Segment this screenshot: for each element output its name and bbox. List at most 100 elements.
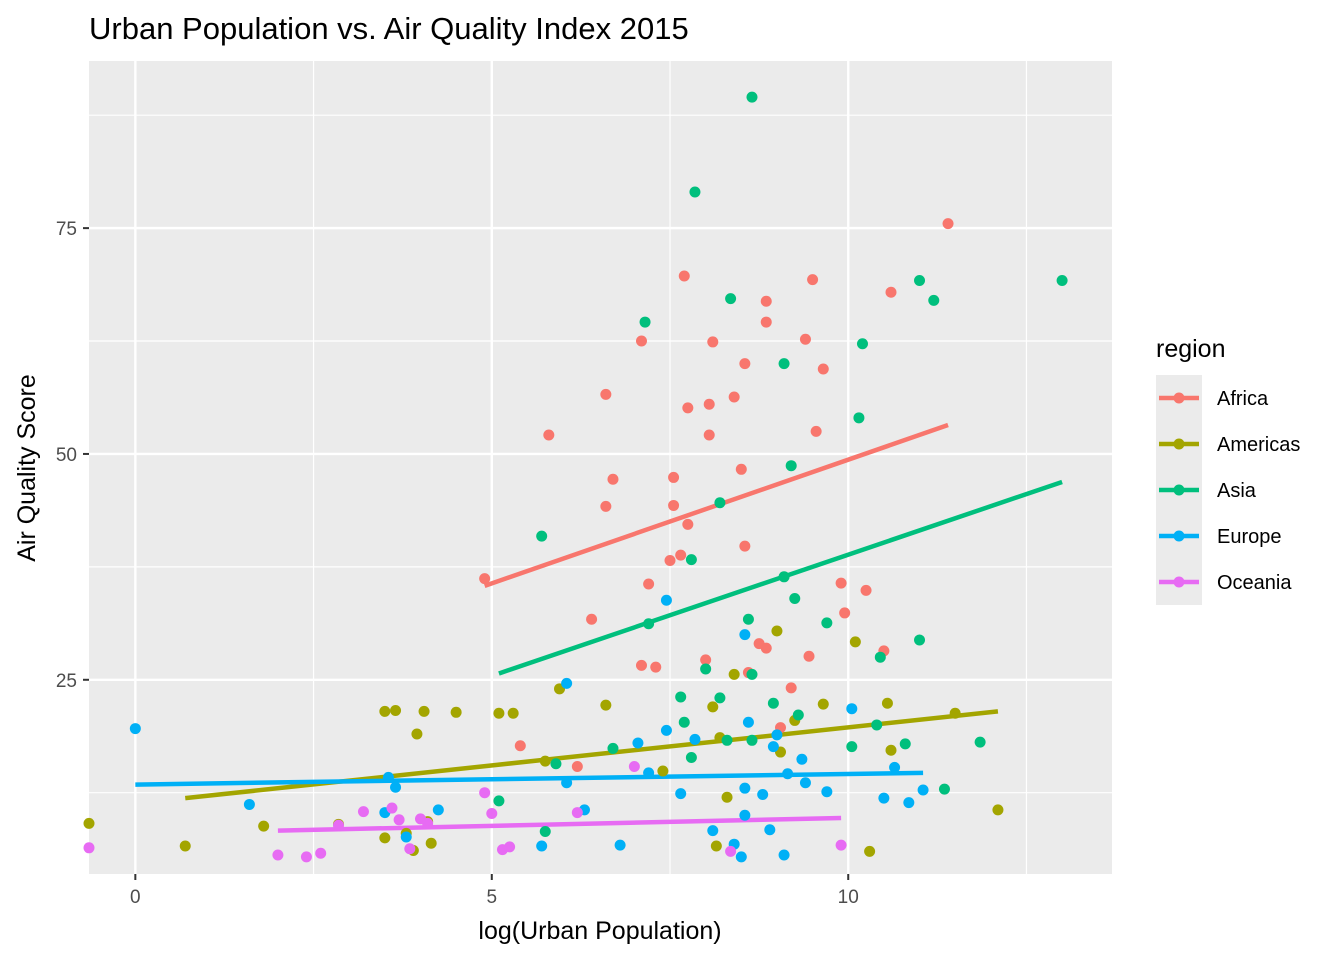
data-point-americas xyxy=(721,791,733,803)
major-gridlines xyxy=(89,61,1112,874)
data-point-asia xyxy=(714,497,726,509)
legend-label-africa: Africa xyxy=(1217,388,1269,410)
data-point-americas xyxy=(881,697,893,709)
data-point-africa xyxy=(700,654,712,666)
legend-key-point-africa xyxy=(1173,392,1185,404)
data-point-europe xyxy=(675,788,687,800)
x-tick-label: 5 xyxy=(486,887,497,908)
data-point-americas xyxy=(657,765,669,777)
data-point-africa xyxy=(675,549,687,561)
data-point-africa xyxy=(668,499,680,511)
data-point-asia xyxy=(785,460,797,472)
x-tick-label: 0 xyxy=(130,887,141,908)
data-point-asia xyxy=(938,783,950,795)
legend-key-point-americas xyxy=(1173,438,1185,450)
data-point-americas xyxy=(418,705,430,717)
data-point-africa xyxy=(942,218,954,230)
data-point-americas xyxy=(507,707,519,719)
chart-title: Urban Population vs. Air Quality Index 2… xyxy=(89,11,689,46)
data-point-asia xyxy=(689,186,701,198)
data-point-asia xyxy=(846,741,858,753)
data-point-asia xyxy=(899,738,911,750)
data-point-africa xyxy=(835,577,847,589)
data-point-oceania xyxy=(486,807,498,819)
data-point-oceania xyxy=(835,839,847,851)
data-point-africa xyxy=(760,316,772,328)
data-point-asia xyxy=(853,412,865,424)
data-point-oceania xyxy=(386,802,398,814)
data-points xyxy=(83,91,1068,863)
data-point-americas xyxy=(817,698,829,710)
data-point-europe xyxy=(390,781,402,793)
data-point-asia xyxy=(778,358,790,370)
data-point-asia xyxy=(928,294,940,306)
x-axis-label: log(Urban Population) xyxy=(478,917,721,945)
data-point-europe xyxy=(129,723,141,735)
data-point-asia xyxy=(742,613,754,625)
data-point-asia xyxy=(874,651,886,663)
data-point-asia xyxy=(493,795,505,807)
data-point-africa xyxy=(728,391,740,403)
data-point-africa xyxy=(735,463,747,475)
legend: region Africa Americas Asia Europe Oceania xyxy=(1156,335,1300,605)
y-tick-label: 75 xyxy=(56,219,77,240)
data-point-oceania xyxy=(300,851,312,863)
data-point-asia xyxy=(678,716,690,728)
data-point-africa xyxy=(703,429,715,441)
data-point-asia xyxy=(536,530,548,542)
data-point-africa xyxy=(810,425,822,437)
data-point-africa xyxy=(635,335,647,347)
data-point-europe xyxy=(878,792,890,804)
data-point-oceania xyxy=(422,817,434,829)
data-point-americas xyxy=(411,728,423,740)
data-point-americas xyxy=(83,817,95,829)
data-point-europe xyxy=(846,703,858,715)
data-point-oceania xyxy=(357,806,369,818)
data-point-asia xyxy=(914,275,926,287)
data-point-africa xyxy=(600,500,612,512)
data-point-oceania xyxy=(393,814,405,826)
data-point-europe xyxy=(561,677,573,689)
data-point-africa xyxy=(885,286,897,298)
data-point-africa xyxy=(668,471,680,483)
data-point-africa xyxy=(643,578,655,590)
legend-key-point-asia xyxy=(1173,484,1185,496)
data-point-asia xyxy=(725,293,737,305)
data-point-africa xyxy=(635,659,647,671)
data-point-asia xyxy=(789,592,801,604)
data-point-africa xyxy=(739,540,751,552)
data-point-americas xyxy=(379,705,391,717)
data-point-americas xyxy=(849,636,861,648)
y-axis-label: Air Quality Score xyxy=(13,374,41,562)
legend-label-americas: Americas xyxy=(1217,434,1300,456)
data-point-europe xyxy=(771,729,783,741)
legend-key-point-oceania xyxy=(1173,576,1185,588)
plot-panel xyxy=(89,61,1112,874)
data-point-americas xyxy=(379,832,391,844)
data-point-asia xyxy=(1056,275,1068,287)
data-point-africa xyxy=(785,682,797,694)
data-point-asia xyxy=(675,691,687,703)
data-point-americas xyxy=(949,707,961,719)
data-point-africa xyxy=(860,584,872,596)
data-point-americas xyxy=(885,744,897,756)
data-point-oceania xyxy=(571,807,583,819)
data-point-africa xyxy=(760,642,772,654)
data-point-europe xyxy=(400,831,412,843)
data-point-asia xyxy=(792,709,804,721)
data-point-europe xyxy=(660,594,672,606)
data-point-americas xyxy=(258,820,270,832)
data-point-africa xyxy=(600,388,612,400)
data-point-americas xyxy=(390,704,402,716)
data-point-asia xyxy=(643,618,655,630)
data-point-asia xyxy=(714,692,726,704)
legend-label-asia: Asia xyxy=(1217,480,1257,502)
data-point-europe xyxy=(782,768,794,780)
data-point-americas xyxy=(179,840,191,852)
data-point-oceania xyxy=(272,849,284,861)
data-point-oceania xyxy=(504,841,516,853)
data-point-asia xyxy=(914,634,926,646)
data-point-europe xyxy=(821,786,833,798)
data-point-oceania xyxy=(404,843,416,855)
